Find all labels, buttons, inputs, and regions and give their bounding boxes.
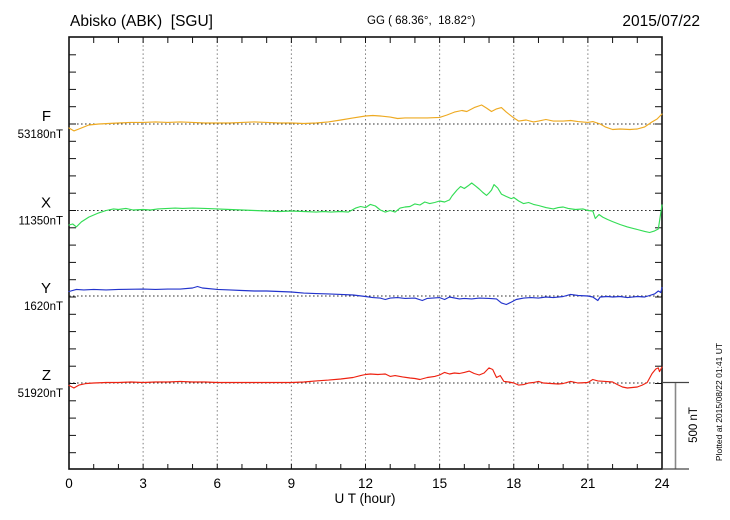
x-tick-label: 6 xyxy=(213,476,221,491)
plot-border xyxy=(68,36,663,470)
trace-Z xyxy=(68,366,663,389)
series-letter-Y: Y xyxy=(41,280,51,297)
gridlines xyxy=(142,37,589,469)
x-axis-label: U T (hour) xyxy=(334,491,395,506)
series-letter-F: F xyxy=(42,108,51,125)
traces xyxy=(68,104,663,389)
x-tick-label: 3 xyxy=(139,476,147,491)
series-labels: F 53180nT X 11350nT Y 1620nT Z 51920nT xyxy=(18,108,63,400)
trace-F xyxy=(68,104,663,132)
scale-bar-label: 500 nT xyxy=(688,407,700,443)
trace-Y xyxy=(68,285,663,306)
x-tick-label: 0 xyxy=(65,476,73,491)
series-baseline-value-X: 11350nT xyxy=(18,216,63,228)
x-tick-label: 24 xyxy=(654,476,670,491)
trace-baselines xyxy=(69,123,662,384)
x-tick-label: 12 xyxy=(358,476,373,491)
scale-bar xyxy=(662,381,689,470)
series-baseline-value-Y: 1620nT xyxy=(24,301,63,313)
x-tick-label: 15 xyxy=(432,476,447,491)
x-tick-label: 18 xyxy=(506,476,521,491)
plot-date: 2015/07/22 xyxy=(622,13,700,30)
geographic-coords: GG ( 68.36°, 18.82°) xyxy=(367,15,475,27)
x-tick-labels: 0 3 6 9 12 15 18 21 24 xyxy=(65,476,670,491)
series-baseline-value-F: 53180nT xyxy=(18,129,63,141)
series-letter-Z: Z xyxy=(42,367,51,384)
plot-frame xyxy=(68,36,663,470)
series-baseline-value-Z: 51920nT xyxy=(18,388,63,400)
plotted-note: Plotted at 2015/08/22 01:41 UT xyxy=(714,343,724,461)
x-tick-label: 21 xyxy=(580,476,595,491)
series-letter-X: X xyxy=(41,195,51,212)
trace-X xyxy=(68,182,663,234)
station-title: Abisko (ABK) [SGU] xyxy=(70,13,213,30)
x-tick-label: 9 xyxy=(288,476,296,491)
